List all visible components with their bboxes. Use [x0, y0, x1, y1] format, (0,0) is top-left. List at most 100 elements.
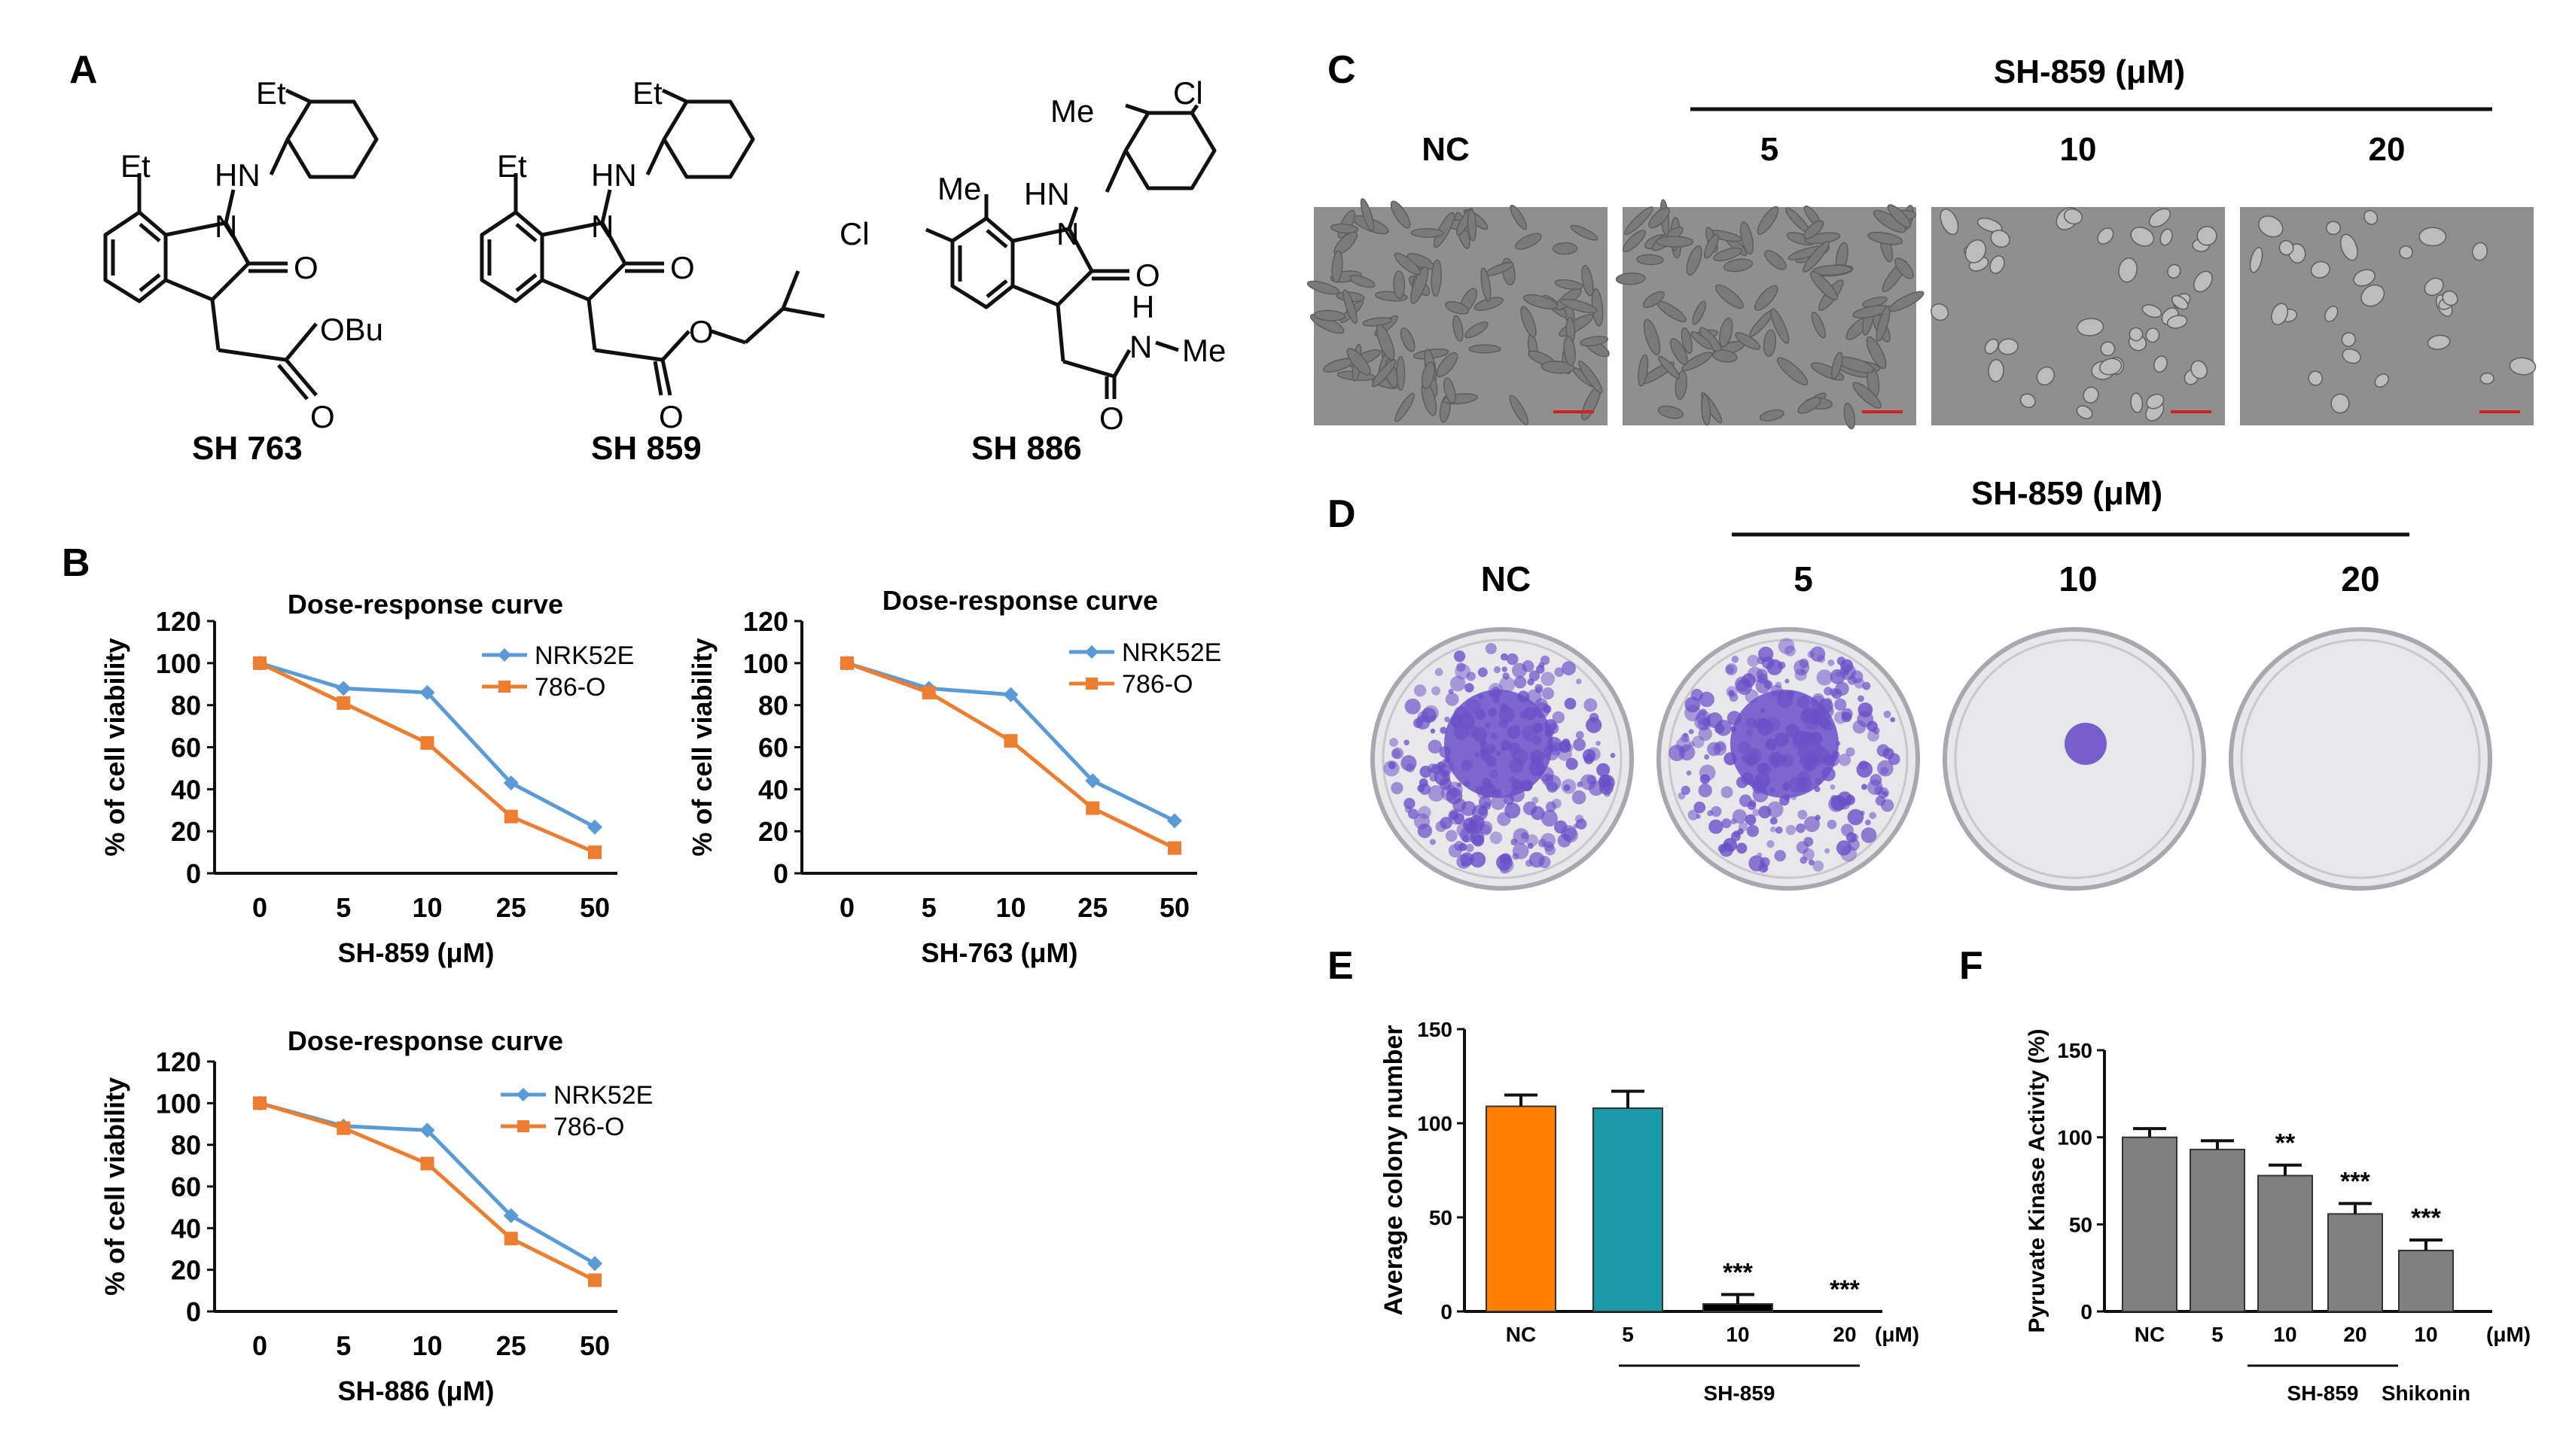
- cell-shape: [2100, 341, 2116, 357]
- cell-shape: [2427, 334, 2451, 350]
- colony-spot: [1830, 794, 1838, 802]
- colony-spot: [1731, 656, 1739, 663]
- colony-spot: [1770, 826, 1776, 833]
- cell-shape: [2399, 245, 2413, 260]
- y-tick-label: 150: [1417, 1018, 1452, 1041]
- cell-shape: [1764, 250, 1787, 270]
- colony-spot: [1537, 839, 1547, 848]
- colony-spot: [1857, 695, 1864, 702]
- y-axis-label: Average colony number: [1379, 1025, 1408, 1315]
- y-tick-label: 0: [186, 858, 201, 889]
- sh859-atom: O: [670, 250, 695, 285]
- colony-spot: [1766, 839, 1775, 848]
- colony-spot: [1571, 790, 1586, 805]
- group-label: SH-859: [1704, 1381, 1775, 1405]
- cell-shape: [1866, 336, 1887, 370]
- colony-spot: [1445, 692, 1459, 706]
- colony-spot: [1434, 668, 1443, 677]
- colony-spot: [1448, 689, 1454, 695]
- colony-spot: [1543, 705, 1552, 714]
- sh886-phenyl: [1123, 111, 1217, 190]
- colony-spot: [1758, 806, 1772, 819]
- colony-spot: [1565, 757, 1578, 770]
- colony-spot: [1478, 806, 1488, 816]
- y-tick-label: 50: [2069, 1213, 2092, 1236]
- colony-spot: [1431, 686, 1441, 696]
- colony-spot: [1681, 733, 1690, 742]
- data-point-nrk52e: [503, 775, 519, 790]
- sh859-atom: N: [591, 209, 614, 244]
- colony-spot: [1847, 809, 1864, 826]
- colony-spot: [1775, 826, 1783, 834]
- colony-spot: [1552, 711, 1565, 724]
- sh859-atom: O: [659, 399, 684, 434]
- cell-shape: [2146, 393, 2165, 410]
- colony-spot: [1506, 653, 1519, 666]
- x-tick-label: 5: [922, 892, 937, 923]
- cell-shape: [1759, 409, 1785, 422]
- colony-spot: [1769, 817, 1778, 825]
- cell-shape: [2077, 318, 2104, 337]
- colony-spot: [1865, 819, 1871, 826]
- colony-dense-center: [1444, 690, 1553, 798]
- cell-shape: [2145, 327, 2160, 343]
- colony-spot: [1797, 809, 1808, 820]
- colony-spot: [1493, 666, 1501, 674]
- cell-shape: [1443, 377, 1456, 404]
- colony-spot: [1748, 800, 1757, 807]
- cell-shape: [1723, 258, 1754, 273]
- cell-shape: [1770, 308, 1790, 344]
- colony-spot: [1738, 822, 1748, 832]
- microscopy-label: 20: [2369, 131, 2406, 168]
- sh763-atom: O: [294, 250, 318, 285]
- colony-spot: [1576, 678, 1582, 684]
- colony-spot: [1697, 717, 1711, 731]
- cell-shape: [2509, 357, 2537, 376]
- cell-shape: [1510, 204, 1528, 230]
- cell-shape: [2130, 227, 2155, 247]
- colony-spot: [1501, 653, 1508, 661]
- x-tick-label: 25: [496, 1330, 526, 1361]
- microscopy-panel: SH-859 (μM) NC 5 10 20: [1306, 53, 2537, 430]
- colony-spot: [1444, 716, 1450, 723]
- cell-shape: [2153, 355, 2168, 373]
- x-tick-label: 0: [252, 1330, 267, 1361]
- sh859-bond: [515, 223, 538, 242]
- cell-shape: [1393, 270, 1406, 300]
- cell-shape: [2479, 372, 2494, 385]
- microscopy-label: NC: [1422, 131, 1470, 168]
- cell-shape: [2076, 405, 2093, 419]
- cell-shape: [2166, 315, 2188, 329]
- colony-spot: [1575, 730, 1584, 739]
- line-chart-sh886: Dose-response curve 0 20 40 60 80 100 120 0 5 10 25…: [99, 1025, 653, 1406]
- plate-rim: [1954, 638, 2195, 879]
- colony-spot: [1779, 795, 1790, 806]
- x-axis-label: SH-859 (μM): [337, 937, 494, 968]
- cell-shape: [1811, 311, 1826, 339]
- y-tick-label: 0: [1440, 1300, 1452, 1323]
- sh763-atom: O: [310, 399, 335, 434]
- colony-spot: [1490, 795, 1506, 810]
- colony-spot: [1453, 650, 1466, 663]
- colony-spot: [1535, 665, 1545, 674]
- colony-spot: [1687, 809, 1699, 821]
- colony-spot: [1437, 761, 1446, 770]
- legend-marker: [517, 1088, 530, 1101]
- cell-shape: [1964, 239, 1987, 263]
- colony-spot: [1837, 791, 1852, 806]
- colony-spot: [1456, 782, 1462, 787]
- colony-spot: [1456, 854, 1471, 870]
- bar: [2257, 1174, 2313, 1313]
- colony-spot: [1719, 842, 1734, 857]
- colony-spot: [1838, 753, 1851, 766]
- cell-shape: [2159, 228, 2173, 246]
- cell-shape: [2418, 227, 2447, 247]
- y-tick-label: 60: [171, 1171, 201, 1202]
- sh763-bond: [139, 273, 161, 292]
- colony-spot: [1693, 801, 1706, 814]
- colony-spot: [1708, 819, 1723, 834]
- data-point-786o: [253, 1096, 267, 1110]
- colony-spot: [1434, 769, 1451, 786]
- cell-shape: [1390, 200, 1411, 229]
- colony-spot: [1760, 857, 1770, 867]
